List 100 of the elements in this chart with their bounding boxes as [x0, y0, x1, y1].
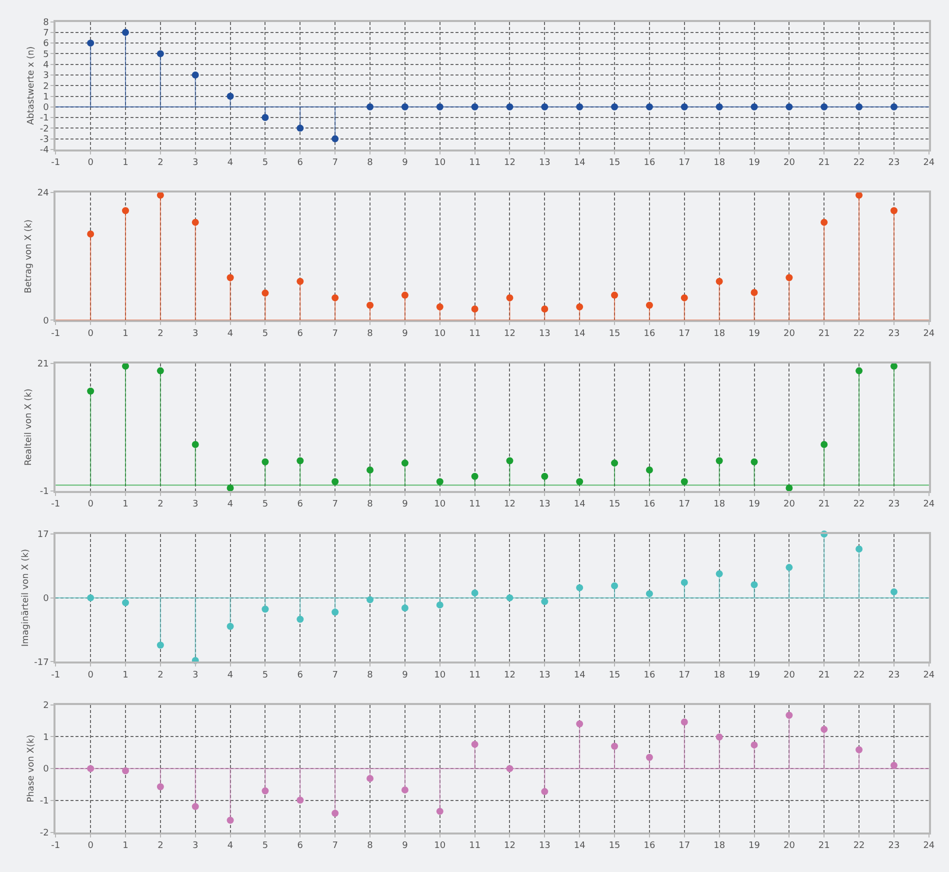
- x-tick-label: 5: [262, 670, 268, 680]
- x-tick-label: 3: [192, 158, 198, 168]
- x-tick-label: 1: [122, 500, 128, 510]
- x-tick-label: 16: [644, 500, 656, 510]
- x-tick-label: 16: [644, 328, 656, 339]
- x-tick-label: 8: [367, 670, 374, 680]
- x-tick-label: 1: [122, 158, 128, 168]
- x-tick-label: 10: [434, 841, 446, 852]
- x-tick-label: 18: [714, 328, 726, 339]
- x-tick-label: 5: [262, 841, 268, 852]
- y-tick-label: 5: [43, 50, 49, 60]
- y-tick-label: -3: [40, 134, 49, 145]
- x-tick-label: 16: [644, 158, 656, 168]
- x-tick-label: 24: [923, 328, 935, 339]
- x-tick-label: 2: [158, 670, 164, 680]
- x-tick-label: 14: [574, 158, 586, 168]
- x-tick-label: 19: [748, 158, 760, 168]
- x-tick-label: 0: [88, 158, 94, 168]
- x-tick-label: 6: [297, 328, 304, 339]
- x-tick-label: 3: [192, 670, 198, 680]
- x-tick-label: 20: [783, 841, 796, 852]
- x-tick-label: 11: [469, 158, 481, 168]
- x-tick-label: 13: [538, 158, 550, 168]
- y-tick-label: 0: [43, 594, 50, 604]
- y-tick-label: -17: [34, 658, 49, 668]
- x-tick-label: 5: [262, 500, 268, 510]
- x-tick-label: 14: [574, 841, 586, 852]
- x-tick-label: 17: [678, 841, 690, 852]
- x-tick-label: 0: [88, 841, 94, 852]
- x-tick-label: 24: [923, 841, 935, 852]
- y-tick-label: 21: [37, 359, 49, 370]
- x-tick-label: 12: [504, 841, 516, 852]
- x-tick-label: 15: [608, 158, 620, 168]
- x-tick-label: 23: [888, 328, 900, 339]
- y-tick-label: 6: [43, 39, 50, 50]
- x-tick-label: 14: [574, 328, 586, 339]
- x-tick-label: 20: [783, 670, 796, 680]
- x-tick-label: 3: [192, 841, 198, 852]
- y-tick-label: 0: [43, 316, 50, 326]
- y-tick-label: 0: [43, 103, 50, 114]
- y-axis-title: Realteil von X (k): [24, 388, 34, 466]
- x-tick-label: 4: [227, 841, 234, 852]
- y-tick-label: 2: [43, 700, 49, 711]
- x-tick-label: 14: [574, 670, 586, 680]
- x-tick-label: 12: [504, 158, 516, 168]
- y-axis-title: Betrag von X (k): [24, 220, 34, 294]
- x-tick-label: 18: [714, 158, 726, 168]
- x-tick-label: 8: [367, 841, 374, 852]
- x-tick-label: 22: [853, 841, 865, 852]
- x-tick-label: 18: [714, 500, 726, 510]
- x-tick-label: 13: [538, 841, 550, 852]
- x-tick-label: 0: [88, 328, 94, 339]
- x-tick-label: 22: [853, 500, 865, 510]
- x-tick-label: 2: [158, 328, 164, 339]
- x-tick-label: 21: [818, 500, 830, 510]
- x-tick-label: 6: [297, 158, 304, 168]
- x-tick-label: 15: [608, 328, 620, 339]
- y-axis-title: Imaginärteil von X (k): [20, 549, 31, 647]
- x-tick-label: 9: [402, 500, 408, 510]
- x-tick-label: 13: [538, 328, 550, 339]
- x-tick-label: 5: [262, 158, 268, 168]
- x-tick-label: 22: [853, 328, 865, 339]
- y-tick-label: -4: [40, 146, 50, 156]
- x-tick-label: 1: [122, 328, 128, 339]
- x-tick-label: 6: [297, 500, 304, 510]
- x-tick-label: 4: [227, 670, 234, 680]
- x-tick-label: 23: [888, 158, 900, 168]
- x-tick-label: -1: [51, 670, 60, 680]
- x-tick-label: 22: [853, 158, 865, 168]
- x-tick-label: 17: [678, 670, 690, 680]
- y-tick-label: 17: [37, 530, 49, 540]
- x-tick-label: 11: [469, 328, 481, 339]
- x-tick-label: 23: [888, 670, 900, 680]
- x-tick-label: 1: [122, 670, 128, 680]
- x-tick-label: 0: [88, 500, 94, 510]
- x-tick-label: 2: [158, 500, 164, 510]
- x-tick-label: 13: [538, 500, 550, 510]
- x-tick-label: 2: [158, 841, 164, 852]
- y-tick-label: 24: [37, 188, 50, 199]
- x-tick-label: 8: [367, 328, 374, 339]
- x-tick-label: 12: [504, 328, 516, 339]
- x-tick-label: 17: [678, 158, 690, 168]
- x-tick-label: 11: [469, 500, 481, 510]
- x-tick-label: 20: [783, 158, 796, 168]
- x-tick-label: 6: [297, 841, 304, 852]
- x-tick-label: 4: [227, 158, 234, 168]
- x-tick-label: 7: [332, 500, 338, 510]
- x-tick-label: 11: [469, 841, 481, 852]
- x-tick-label: 19: [748, 500, 760, 510]
- x-tick-label: -1: [51, 841, 60, 852]
- y-tick-label: 0: [43, 764, 50, 775]
- x-tick-label: 21: [818, 328, 830, 339]
- x-tick-label: 15: [608, 670, 620, 680]
- x-tick-label: 4: [227, 500, 234, 510]
- y-tick-label: 4: [43, 60, 50, 70]
- x-tick-label: 10: [434, 670, 446, 680]
- x-tick-label: 18: [714, 670, 726, 680]
- x-tick-label: 13: [538, 670, 550, 680]
- x-tick-label: 17: [678, 500, 690, 510]
- y-tick-label: 8: [43, 18, 50, 28]
